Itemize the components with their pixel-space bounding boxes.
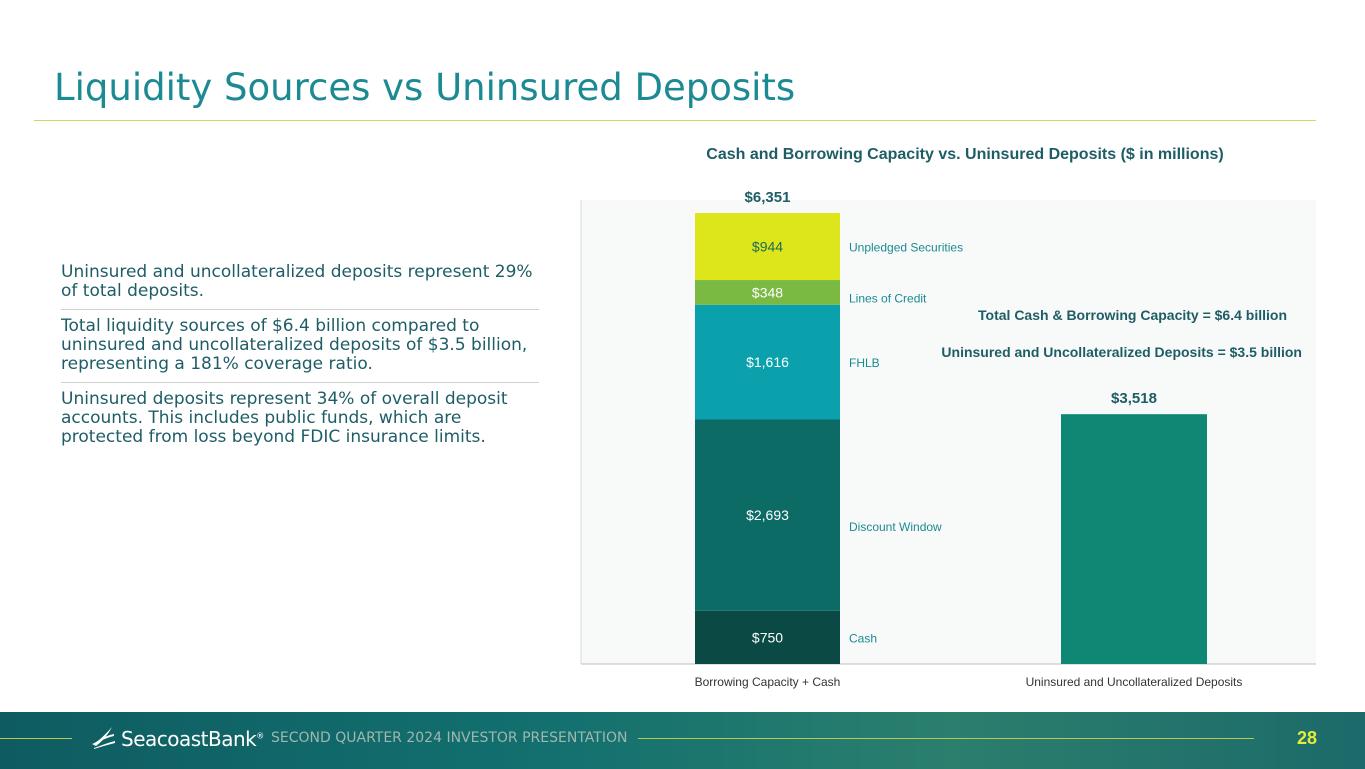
annotation-total-capacity: Total Cash & Borrowing Capacity = $6.4 b…	[978, 307, 1287, 323]
data-label-unpledged-securities: $944	[752, 239, 783, 255]
bullet-item: Uninsured and uncollateralized deposits …	[61, 263, 539, 310]
bullet-item: Uninsured deposits represent 34% of over…	[61, 389, 508, 447]
bar-segment-cash	[695, 610, 840, 664]
bar-uninsured-deposits	[1061, 414, 1207, 664]
page-number: 28	[1296, 728, 1317, 748]
footer-caption: SECOND QUARTER 2024 INVESTOR PRESENTATIO…	[271, 730, 628, 746]
footer-rule-right	[638, 738, 1254, 739]
logo-text: SeacoastBank®	[121, 727, 264, 751]
data-label-discount-window: $2,693	[746, 507, 789, 523]
chart-title: Cash and Borrowing Capacity vs. Uninsure…	[706, 146, 1224, 163]
data-label-cash: $750	[752, 629, 783, 645]
series-label-cash: Cash	[849, 631, 877, 645]
bar-segment-fhlb	[695, 304, 840, 420]
x-tick-label: Uninsured and Uncollateralized Deposits	[1026, 675, 1243, 689]
series-label-discount-window: Discount Window	[849, 520, 942, 534]
series-label-lines-of-credit: Lines of Credit	[849, 291, 927, 305]
data-label-lines-of-credit: $348	[752, 284, 783, 300]
uninsured-value-label: $3,518	[1111, 390, 1157, 407]
bar-segment-discount-window	[695, 419, 840, 611]
series-label-unpledged-securities: Unpledged Securities	[849, 241, 963, 255]
footer: SeacoastBank® SECOND QUARTER 2024 INVEST…	[0, 712, 1365, 769]
seacoast-logo-icon	[92, 727, 115, 749]
bar-segment-unpledged-securities	[695, 213, 840, 281]
bullet-item: Total liquidity sources of $6.4 billion …	[61, 317, 539, 383]
series-label-fhlb: FHLB	[849, 356, 880, 370]
total-label: $6,351	[745, 189, 791, 206]
footer-rule-left	[0, 738, 72, 739]
page-title: Liquidity Sources vs Uninsured Deposits	[54, 66, 796, 109]
bar-segment-lines-of-credit	[695, 280, 840, 305]
liquidity-chart: $750 Cash $2,693 Discount Window $1,616 FHLB $…	[580, 189, 1316, 689]
data-label-fhlb: $1,616	[746, 354, 789, 370]
x-tick-label: Borrowing Capacity + Cash	[695, 675, 841, 689]
bullet-list: Uninsured and uncollateralized deposits …	[61, 263, 539, 462]
title-divider	[34, 120, 1316, 121]
annotation-uninsured-deposits: Uninsured and Uncollateralized Deposits …	[941, 344, 1302, 360]
